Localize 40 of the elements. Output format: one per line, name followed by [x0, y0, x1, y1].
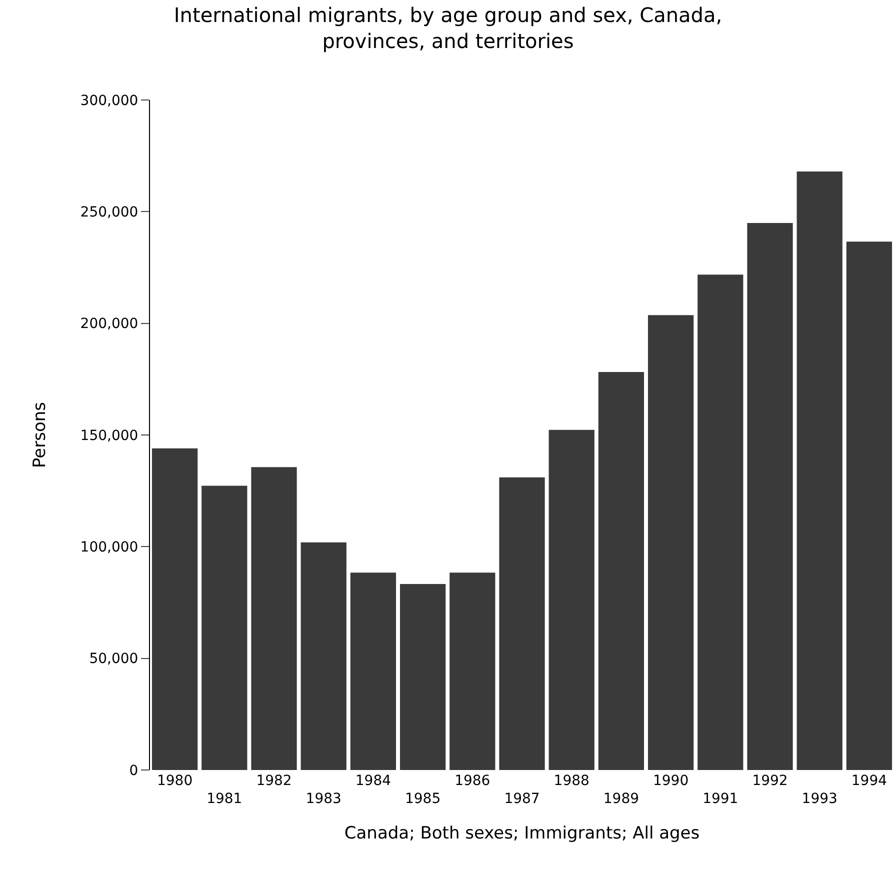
bar	[152, 448, 198, 770]
x-tick-label: 1985	[404, 791, 441, 808]
bar	[548, 430, 594, 770]
bar	[698, 274, 744, 770]
bar	[846, 242, 892, 770]
bar	[400, 584, 446, 770]
x-tick-label: 1983	[306, 791, 342, 808]
x-tick-label: 1989	[603, 791, 640, 808]
bar	[598, 372, 644, 770]
bar	[450, 572, 496, 770]
x-tick-label: 1992	[752, 773, 788, 789]
x-tick-label: 1980	[156, 773, 193, 789]
chart-title: International migrants, by age group and sex, Canada, provinces, and territories	[174, 3, 722, 53]
bar	[300, 542, 346, 770]
x-tick-label: 1993	[802, 791, 838, 808]
x-tick-label: 1991	[702, 791, 738, 808]
y-tick-label: 300,000	[80, 92, 138, 109]
y-tick-label: 50,000	[89, 651, 138, 668]
y-tick-label: 200,000	[80, 316, 138, 332]
bar	[251, 467, 297, 770]
x-tick-label: 1988	[554, 773, 590, 789]
y-tick-label: 150,000	[80, 428, 138, 444]
x-tick-label: 1984	[355, 773, 392, 789]
x-tick-label: 1990	[652, 773, 689, 789]
y-tick-label: 100,000	[80, 540, 138, 556]
bar	[202, 486, 248, 770]
x-tick-label: 1986	[454, 773, 490, 789]
bar	[796, 171, 842, 770]
x-tick-label: 1981	[206, 791, 242, 808]
x-tick-label: 1994	[851, 773, 888, 789]
bar	[747, 223, 793, 770]
x-axis-title: Canada; Both sexes; Immigrants; All ages	[344, 824, 700, 844]
y-axis-title: Persons	[30, 402, 50, 468]
x-tick-label: 1982	[256, 773, 292, 789]
bar	[648, 315, 694, 770]
bar	[350, 572, 396, 770]
bar	[499, 477, 545, 770]
y-tick-label: 0	[129, 762, 138, 779]
y-tick-label: 250,000	[80, 204, 138, 221]
x-tick-label: 1987	[504, 791, 540, 808]
